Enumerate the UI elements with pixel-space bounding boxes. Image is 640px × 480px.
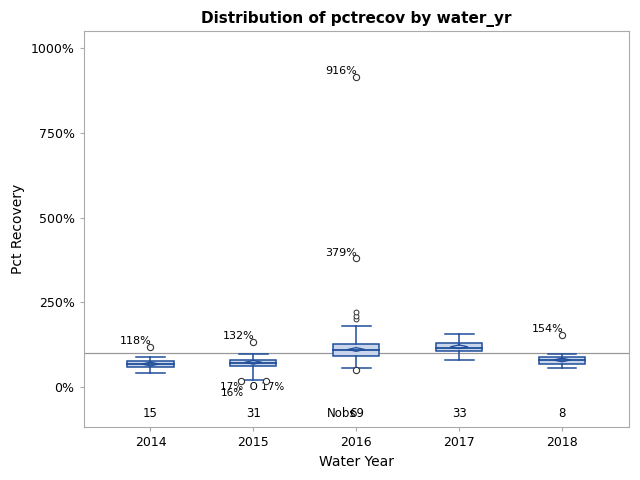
Text: 15: 15 bbox=[143, 407, 158, 420]
Text: 31: 31 bbox=[246, 407, 260, 420]
Text: 69: 69 bbox=[349, 407, 364, 420]
Text: 33: 33 bbox=[452, 407, 467, 420]
Text: 8: 8 bbox=[558, 407, 566, 420]
X-axis label: Water Year: Water Year bbox=[319, 455, 394, 469]
Bar bbox=[127, 361, 173, 367]
Bar bbox=[230, 360, 276, 366]
Text: 16%: 16% bbox=[220, 388, 244, 398]
Title: Distribution of pctrecov by water_yr: Distribution of pctrecov by water_yr bbox=[201, 11, 511, 27]
Text: 379%: 379% bbox=[326, 248, 358, 258]
Bar bbox=[436, 343, 483, 351]
Text: Nobs: Nobs bbox=[327, 407, 356, 420]
Text: 17%  O 17%: 17% O 17% bbox=[220, 382, 285, 392]
Y-axis label: Pct Recovery: Pct Recovery bbox=[11, 184, 25, 275]
Bar bbox=[333, 345, 380, 356]
Bar bbox=[539, 357, 585, 364]
Text: 118%: 118% bbox=[120, 336, 152, 346]
Text: 916%: 916% bbox=[326, 66, 357, 76]
Text: 132%: 132% bbox=[223, 331, 255, 341]
Text: 154%: 154% bbox=[531, 324, 563, 334]
